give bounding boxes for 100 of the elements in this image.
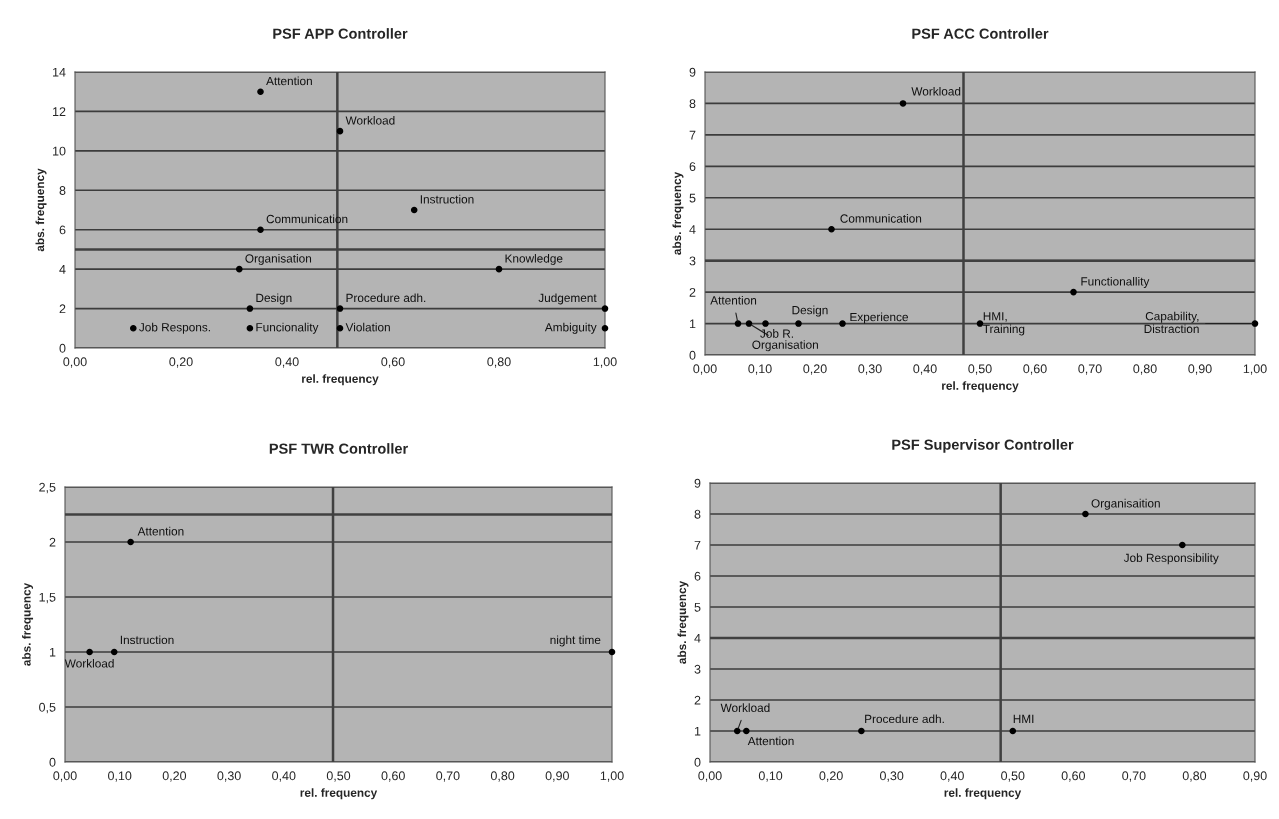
annotation: HMI <box>1013 714 1034 723</box>
x-tick-label: 0,60 <box>1061 771 1086 782</box>
chart-title: PSF TWR Controller <box>269 443 408 454</box>
x-tick-label: 1,00 <box>593 357 617 368</box>
annotation: Job R. <box>760 329 793 338</box>
y-tick-label: 5 <box>689 193 696 203</box>
x-tick-label: 1,00 <box>1243 364 1267 375</box>
annotation: Workload <box>345 115 395 125</box>
point <box>795 320 802 327</box>
annotation: Design <box>256 293 292 305</box>
y-axis-title: abs. frequency <box>677 580 689 664</box>
y-tick-label: 1 <box>694 726 701 736</box>
x-tick-label: 0,40 <box>272 771 296 782</box>
y-tick-label: 0,5 <box>39 702 56 714</box>
x-tick-label: 0,70 <box>436 771 460 782</box>
y-tick-label: 4 <box>689 225 696 234</box>
point <box>839 320 846 327</box>
point <box>336 127 344 135</box>
annotation: night time <box>550 635 601 647</box>
point <box>336 305 344 312</box>
x-tick-label: 0,10 <box>108 771 132 782</box>
annotation: Judgement <box>538 293 597 305</box>
y-tick-label: 0 <box>694 757 701 767</box>
x-tick-label: 0,90 <box>1188 364 1212 375</box>
x-tick-label: 0,40 <box>275 357 299 368</box>
y-tick-label: 6 <box>689 162 696 171</box>
annotation: Organisaition <box>1091 498 1160 510</box>
annotation: Violation <box>345 322 390 332</box>
annotation: Procedure adh. <box>346 293 426 303</box>
y-tick-label: 4 <box>694 633 701 643</box>
annotation: Functionallity <box>1081 276 1150 288</box>
point <box>733 727 741 735</box>
x-tick-label: 0,60 <box>1023 364 1047 375</box>
y-tick-label: 10 <box>53 146 66 156</box>
x-tick-label: 0,10 <box>758 771 783 782</box>
y-tick-label: 2 <box>689 287 696 297</box>
x-tick-label: 0,00 <box>698 771 722 782</box>
y-tick-label: 12 <box>53 107 66 116</box>
point <box>858 727 865 735</box>
annotation: Workload <box>720 703 770 712</box>
y-tick-label: 5 <box>694 602 701 612</box>
x-tick-label: 0,60 <box>381 771 405 782</box>
y-tick-label: 8 <box>689 99 696 109</box>
x-tick-label: 0,70 <box>1122 771 1146 782</box>
x-tick-label: 0,80 <box>1133 364 1157 375</box>
point <box>745 320 753 327</box>
y-tick-label: 6 <box>59 225 66 235</box>
y-tick-label: 8 <box>59 186 66 195</box>
x-axis-title: rel. frequency <box>942 381 1019 393</box>
point <box>976 320 984 327</box>
y-tick-label: 9 <box>694 478 701 488</box>
x-tick-label: 0,00 <box>53 771 77 782</box>
point <box>762 320 769 327</box>
point <box>1009 727 1017 735</box>
x-tick-label: 0,60 <box>381 357 405 368</box>
point <box>1070 288 1077 296</box>
x-tick-label: 0,50 <box>326 771 351 782</box>
annotation: Capability, Distraction <box>1144 311 1199 334</box>
chart-title: PSF APP Controller <box>273 28 408 39</box>
point <box>601 305 609 312</box>
x-tick-label: 0,30 <box>858 364 882 375</box>
annotation: Attention <box>266 76 312 86</box>
annotation: Attention <box>137 526 184 536</box>
y-axis-title: abs. frequency <box>22 582 34 666</box>
y-tick-label: 4 <box>59 265 66 274</box>
annotation: Instruction <box>420 194 474 204</box>
x-tick-label: 0,30 <box>879 771 904 782</box>
point <box>246 324 254 332</box>
x-tick-label: 0,00 <box>693 364 717 375</box>
point <box>130 324 137 332</box>
x-tick-label: 0,90 <box>545 771 569 782</box>
x-tick-label: 0,30 <box>217 771 241 782</box>
y-tick-label: 6 <box>694 571 701 581</box>
chart-title: PSF ACC Controller <box>912 28 1049 39</box>
point <box>1179 541 1186 549</box>
x-tick-label: 0,00 <box>63 357 87 368</box>
x-tick-label: 0,50 <box>968 364 992 375</box>
y-tick-label: 2 <box>59 304 66 314</box>
y-tick-label: 3 <box>689 256 696 266</box>
x-tick-label: 0,20 <box>162 771 187 782</box>
annotation: Attention <box>710 295 757 305</box>
annotation: Knowledge <box>505 253 563 265</box>
point <box>257 88 264 96</box>
x-tick-label: 0,20 <box>819 771 843 782</box>
point <box>236 265 243 273</box>
y-tick-label: 1 <box>689 319 696 329</box>
y-tick-label: 9 <box>689 67 696 77</box>
point <box>246 305 254 312</box>
point <box>899 100 907 107</box>
x-tick-label: 0,20 <box>169 357 193 368</box>
y-tick-label: 2,5 <box>39 482 56 494</box>
annotation: HMI, Training <box>983 312 1025 336</box>
x-tick-label: 0,40 <box>940 771 964 782</box>
x-tick-label: 1,00 <box>600 771 624 782</box>
annotation: Communication <box>840 214 922 223</box>
point <box>743 727 750 735</box>
y-tick-label: 1 <box>49 647 56 657</box>
point <box>1251 320 1259 327</box>
x-tick-label: 0,90 <box>1243 771 1267 782</box>
chart-title: PSF Supervisor Controller <box>892 439 1074 453</box>
